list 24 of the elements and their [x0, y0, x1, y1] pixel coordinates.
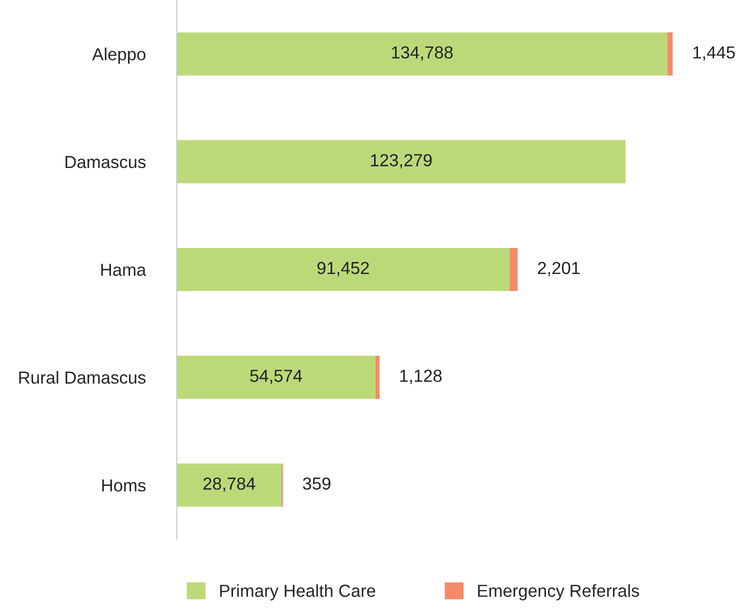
data-label: 123,279 [371, 154, 432, 168]
data-label: 54,574 [250, 370, 302, 384]
data-label: 134,788 [392, 46, 453, 61]
y-tick-label: Hama [101, 264, 146, 276]
bar [176, 464, 282, 507]
y-tick-label: Homs [102, 479, 146, 492]
legend-label: Emergency Referrals [478, 584, 640, 600]
data-label: 1,128 [400, 370, 442, 384]
data-label: 359 [302, 477, 330, 490]
bar [375, 356, 380, 399]
y-tick-label: Rural Damascus [19, 371, 146, 384]
data-label: 2,201 [538, 262, 580, 276]
data-label: 28,784 [203, 477, 256, 492]
data-label: 1,445 [693, 46, 735, 61]
bar [510, 248, 518, 292]
legend-label: Primary Health Care [220, 584, 376, 600]
bar [176, 248, 510, 292]
y-tick-label: Aleppo [92, 48, 146, 64]
bar [176, 356, 376, 399]
y-tick-label: Damascus [66, 156, 146, 168]
data-label: 91,452 [317, 262, 369, 276]
bar [667, 32, 673, 76]
bar [176, 32, 668, 76]
bar [176, 140, 626, 184]
